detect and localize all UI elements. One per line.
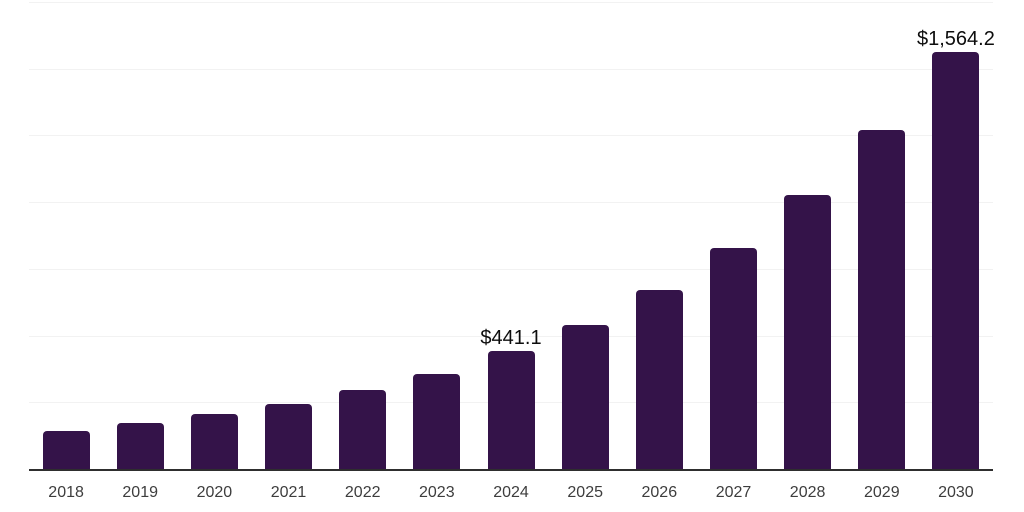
- bar-2028: [784, 195, 832, 469]
- x-tick-label-2024: 2024: [493, 484, 529, 501]
- bar-2024: [487, 351, 535, 469]
- x-tick-label-2026: 2026: [641, 484, 678, 501]
- x-tick-label-2027: 2027: [715, 484, 752, 501]
- x-tick-label-2019: 2019: [122, 484, 158, 501]
- bar-value-label-2030: $1,564.2: [916, 27, 995, 50]
- bar-value-label-2024: $441.1: [480, 327, 542, 350]
- bar-2018: [42, 430, 90, 469]
- bar-2019: [116, 422, 164, 469]
- x-tick-label-2029: 2029: [864, 484, 900, 501]
- gridline-1000: [29, 202, 993, 204]
- bar-2020: [190, 414, 238, 469]
- x-tick-label-2028: 2028: [789, 484, 826, 501]
- x-tick-label-2020: 2020: [196, 484, 233, 501]
- x-tick-label-2025: 2025: [567, 484, 603, 501]
- bar-2025: [561, 325, 609, 469]
- gridline-750: [29, 268, 993, 270]
- bar-2029: [858, 129, 906, 469]
- x-tick-label-2018: 2018: [48, 484, 84, 501]
- bar-2030: [932, 51, 980, 469]
- x-tick-label-2023: 2023: [419, 484, 455, 501]
- gridline-1500: [29, 68, 993, 70]
- x-tick-label-2022: 2022: [344, 484, 381, 501]
- x-tick-label-2021: 2021: [270, 484, 307, 501]
- x-tick-label-2030: 2030: [938, 484, 974, 501]
- bar-2023: [413, 373, 461, 469]
- gridline-1750: [29, 2, 993, 3]
- bar-2022: [339, 390, 387, 469]
- x-axis-line: [29, 469, 993, 471]
- bar-2026: [635, 289, 683, 469]
- gridline-500: [29, 335, 993, 337]
- gridline-1250: [29, 135, 993, 137]
- bar-2021: [265, 403, 312, 469]
- bar-2027: [710, 248, 757, 469]
